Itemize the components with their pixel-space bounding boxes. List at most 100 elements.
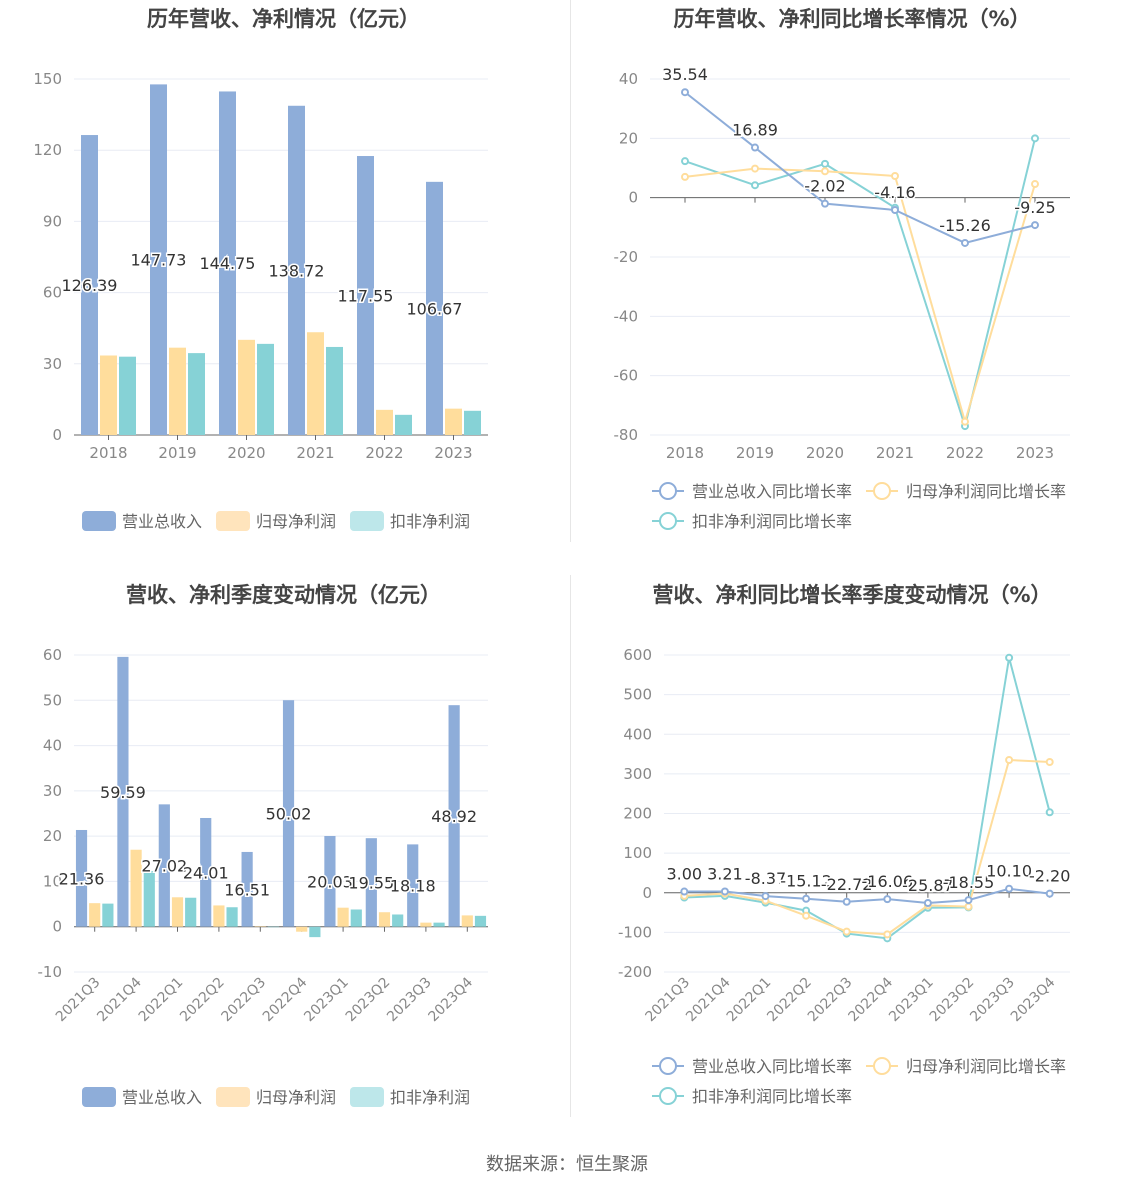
- legend-item: 营业总收入同比增长率: [652, 482, 852, 501]
- y-tick-label: 600: [623, 646, 652, 664]
- bar: [213, 905, 225, 927]
- x-tick-label: 2021: [296, 444, 334, 462]
- series-line: [684, 91, 1036, 244]
- bar: [171, 897, 184, 927]
- x-tick-label: 2022: [946, 444, 984, 462]
- bar-value-label: 106.67: [407, 299, 463, 318]
- x-tick-label: 2022Q2: [177, 975, 228, 1026]
- legend-label: 扣非净利润同比增长率: [692, 512, 852, 531]
- data-point: [883, 930, 892, 939]
- point-value-label: 16.89: [732, 121, 778, 140]
- bar-value-label: 126.39: [62, 276, 118, 295]
- legend-label: 扣非净利润同比增长率: [692, 1087, 852, 1106]
- bar: [169, 347, 186, 435]
- point-value-label: -22.72: [821, 875, 873, 894]
- data-point: [681, 88, 689, 97]
- y-tick-label: -10: [38, 963, 63, 981]
- bar: [89, 903, 101, 927]
- x-tick-label: 2023: [1016, 444, 1054, 462]
- chart-svg: 营收、净利季度变动情况（亿元）-1001020304050602021Q3202…: [38, 583, 488, 1107]
- bar: [130, 849, 142, 927]
- point-value-label: -9.25: [1014, 198, 1055, 217]
- data-point: [680, 887, 689, 896]
- point-value-label: -18.55: [943, 873, 995, 892]
- legend-item: 扣非净利润: [350, 511, 470, 531]
- data-point: [751, 164, 759, 173]
- bar: [324, 836, 336, 927]
- point-value-label: -2.20: [1029, 867, 1070, 886]
- legend-label: 扣非净利润: [390, 512, 470, 531]
- bar-value-label: 19.55: [348, 873, 394, 892]
- panel-divider-bottom: [570, 575, 571, 1117]
- data-point: [821, 199, 829, 208]
- data-point: [681, 157, 689, 166]
- x-tick-label: 2023: [434, 444, 472, 462]
- data-point: [802, 894, 811, 903]
- data-point: [1005, 653, 1014, 662]
- bar: [117, 656, 129, 927]
- data-point: [802, 911, 811, 920]
- quarterly-revenue-profit-chart: 营收、净利季度变动情况（亿元） -10 0 10 20 30 40 50 60 2021Q3 202…: [0, 575, 567, 1135]
- x-tick-label: 2023Q1: [301, 975, 352, 1026]
- data-point: [842, 897, 851, 906]
- bar: [433, 922, 445, 927]
- bar: [158, 804, 170, 927]
- bar: [296, 926, 308, 932]
- legend-label: 营业总收入: [122, 512, 202, 531]
- x-tick-label: 2023Q4: [426, 974, 477, 1025]
- legend-swatch: [216, 511, 250, 531]
- data-point: [1031, 180, 1039, 189]
- point-value-label: -4.16: [874, 183, 915, 202]
- data-point: [1031, 134, 1039, 143]
- bar: [307, 332, 324, 435]
- legend-label: 营业总收入同比增长率: [692, 1057, 852, 1076]
- point-value-label: -15.12: [780, 872, 832, 891]
- y-tick-label: 500: [623, 686, 652, 704]
- bar: [376, 409, 393, 435]
- bar: [238, 339, 255, 435]
- data-point: [1005, 884, 1014, 893]
- legend-item: 扣非净利润同比增长率: [652, 1087, 852, 1106]
- x-tick-label: 2022Q1: [136, 975, 187, 1026]
- data-point: [923, 899, 932, 908]
- bar: [309, 926, 321, 938]
- data-source-note: 数据来源：恒生聚源: [486, 1154, 648, 1175]
- bar-value-label: 59.59: [100, 783, 146, 802]
- x-tick-label: 2018: [666, 444, 704, 462]
- series-line: [684, 758, 1050, 936]
- legend-marker: [659, 512, 677, 530]
- data-point: [842, 927, 851, 936]
- y-tick-label: -80: [614, 426, 639, 444]
- point-value-label: -16.06: [862, 872, 914, 891]
- chart-svg: 营收、净利同比增长率季度变动情况（%） -200 -100 0 100 200 300 400…: [618, 583, 1072, 1106]
- bar: [395, 414, 412, 435]
- data-point: [751, 143, 759, 152]
- point-value-label: -15.26: [939, 216, 991, 235]
- legend-item: 营业总收入同比增长率: [652, 1057, 852, 1076]
- legend-item: 归母净利润同比增长率: [866, 482, 1066, 501]
- legend-label: 归母净利润同比增长率: [906, 482, 1066, 501]
- bar: [100, 355, 117, 435]
- bar: [461, 915, 473, 927]
- x-tick-label: 2021Q3: [53, 975, 104, 1026]
- x-tick-label: 2021: [876, 444, 914, 462]
- data-point: [961, 238, 969, 247]
- legend-label: 营业总收入: [122, 1088, 202, 1107]
- y-tick-label: -200: [618, 963, 652, 981]
- bar: [241, 851, 253, 927]
- chart-svg: 历年营收、净利同比增长率情况（%） -80 -60 -40 -20 0 20 40 2018 20…: [614, 7, 1070, 531]
- annual-revenue-profit-chart: 历年营收、净利情况（亿元） 0 30 60 90 120 150 2018 2019 2020 20…: [0, 0, 567, 560]
- chart-title: 营收、净利季度变动情况（亿元）: [126, 583, 441, 607]
- data-point: [1045, 889, 1054, 898]
- bar-value-label: 48.92: [431, 807, 477, 826]
- chart-title: 营收、净利同比增长率季度变动情况（%）: [652, 583, 1051, 607]
- x-tick-label: 2022: [365, 444, 403, 462]
- bar: [282, 700, 295, 927]
- bar: [365, 838, 377, 927]
- bar: [357, 156, 374, 436]
- bar-value-label: 18.18: [390, 877, 436, 896]
- legend-item: 营业总收入: [82, 1087, 202, 1107]
- legend-item: 扣非净利润: [350, 1087, 470, 1107]
- y-tick-label: 40: [43, 737, 62, 755]
- legend-marker: [659, 1057, 677, 1075]
